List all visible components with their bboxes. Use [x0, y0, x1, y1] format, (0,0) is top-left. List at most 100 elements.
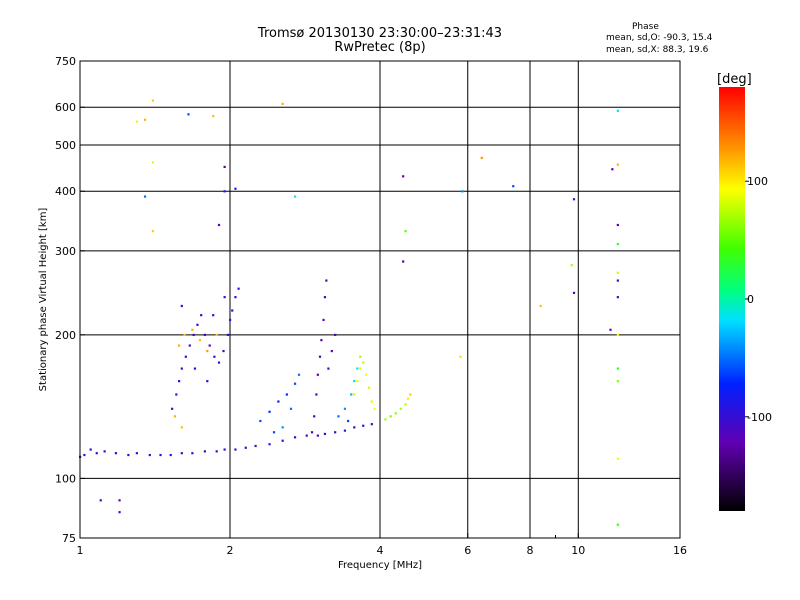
- data-point: [359, 367, 362, 370]
- data-point: [402, 175, 405, 178]
- data-point: [217, 223, 221, 227]
- data-point: [222, 349, 225, 353]
- data-point: [323, 432, 327, 436]
- data-point: [289, 407, 293, 410]
- data-point: [151, 161, 155, 164]
- data-point: [183, 333, 186, 337]
- x-tick-label: 2: [227, 544, 234, 557]
- data-point: [192, 333, 195, 337]
- x-tick-label: 10: [571, 544, 585, 557]
- data-point: [208, 344, 211, 347]
- data-point: [223, 165, 226, 169]
- data-point: [212, 115, 215, 118]
- y-tick-label: 75: [62, 532, 76, 545]
- data-point: [180, 426, 183, 429]
- data-point: [254, 444, 257, 448]
- y-tick-label: 600: [55, 101, 76, 114]
- data-point: [193, 367, 197, 370]
- colorbar-tick-label: -100: [747, 411, 772, 424]
- data-point: [148, 453, 151, 457]
- data-point: [362, 361, 365, 364]
- chart-title: Tromsø 20130130 23:30:00–23:31:43: [257, 26, 503, 41]
- data-point: [143, 118, 147, 121]
- data-point: [539, 304, 542, 308]
- data-point: [570, 264, 573, 267]
- data-point: [394, 412, 397, 415]
- x-tick-label: 1: [77, 544, 84, 557]
- data-point: [327, 367, 330, 370]
- data-point: [362, 424, 365, 427]
- data-point: [281, 426, 284, 429]
- data-point: [143, 195, 147, 198]
- data-point: [318, 355, 322, 358]
- data-point: [356, 380, 359, 383]
- grid-lines: [80, 61, 680, 538]
- data-point: [198, 339, 202, 342]
- data-point: [461, 190, 464, 193]
- data-points: [79, 99, 619, 526]
- data-point: [127, 453, 130, 457]
- data-point: [616, 333, 619, 337]
- data-point: [320, 339, 323, 342]
- data-point: [177, 344, 181, 347]
- phase-heading: Phase: [632, 22, 659, 32]
- data-point: [616, 380, 619, 383]
- data-point: [114, 452, 118, 455]
- data-point: [206, 349, 209, 353]
- data-point: [229, 318, 232, 322]
- data-point: [353, 426, 356, 429]
- data-point: [173, 415, 177, 418]
- data-point: [404, 403, 407, 406]
- x-tick-label: 16: [673, 544, 687, 557]
- data-point: [404, 230, 407, 233]
- data-point: [616, 109, 619, 112]
- data-point: [293, 382, 297, 385]
- data-point: [200, 314, 203, 317]
- data-point: [330, 349, 333, 353]
- data-point: [572, 198, 576, 201]
- data-point: [244, 446, 247, 449]
- data-point: [297, 373, 301, 376]
- colorbar-tick-label: 100: [747, 175, 768, 188]
- colorbar: [719, 87, 745, 511]
- data-point: [184, 355, 187, 358]
- data-point: [83, 453, 86, 457]
- x-tick-label: 6: [464, 544, 471, 557]
- y-tick-label: 100: [55, 472, 76, 485]
- data-point: [353, 380, 356, 383]
- data-point: [268, 443, 271, 446]
- data-point: [343, 407, 347, 410]
- data-point: [103, 450, 106, 453]
- data-point: [346, 419, 350, 423]
- data-point: [350, 393, 353, 396]
- phase-stat-o: mean, sd,O: -90.3, 15.4: [606, 33, 713, 43]
- data-point: [616, 367, 619, 370]
- data-point: [223, 296, 226, 299]
- data-point: [356, 367, 359, 370]
- data-point: [118, 499, 121, 502]
- data-point: [406, 397, 410, 400]
- data-point: [402, 260, 405, 263]
- data-point: [95, 452, 98, 455]
- data-point: [322, 318, 325, 322]
- data-point: [305, 434, 308, 437]
- data-point: [572, 291, 576, 294]
- data-point: [616, 243, 619, 246]
- data-point: [212, 314, 215, 317]
- data-point: [373, 407, 376, 410]
- data-point: [234, 296, 237, 299]
- data-point: [325, 279, 328, 282]
- data-point: [180, 452, 183, 455]
- data-point: [310, 431, 314, 434]
- data-point: [343, 429, 347, 432]
- data-point: [89, 448, 92, 451]
- data-point: [293, 195, 297, 198]
- data-point: [313, 415, 316, 418]
- data-point: [316, 373, 319, 376]
- data-point: [215, 333, 218, 337]
- data-point: [191, 328, 194, 331]
- data-point: [337, 415, 340, 418]
- colorbar-ticks: 100 0 -100: [745, 175, 772, 424]
- data-point: [234, 448, 237, 451]
